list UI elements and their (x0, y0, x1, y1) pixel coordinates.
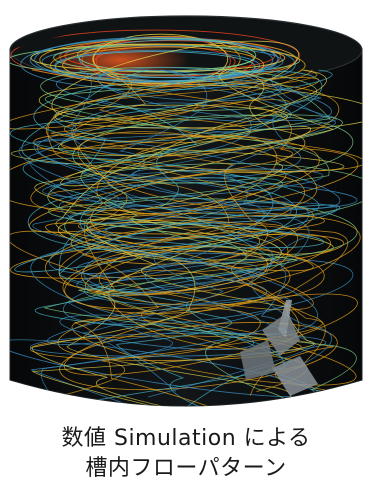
streamline (28, 69, 310, 406)
streamline (59, 314, 255, 350)
streamline (34, 36, 279, 83)
streamline (30, 43, 286, 73)
streamline (96, 134, 278, 215)
streamline (71, 318, 357, 386)
streamline (59, 69, 224, 392)
streamline (60, 125, 312, 187)
streamline (14, 204, 341, 273)
streamline (62, 46, 265, 84)
tank-streamline-illustration (9, 15, 363, 407)
streamline (98, 223, 299, 295)
streamline (105, 223, 325, 249)
streamline (59, 322, 338, 390)
streamline (97, 67, 283, 102)
streamline (57, 114, 343, 156)
streamline (50, 69, 334, 392)
streamline (31, 69, 327, 406)
streamline (57, 218, 283, 264)
streamline (38, 83, 362, 131)
streamline (50, 43, 306, 87)
streamline (40, 69, 336, 406)
streamline (72, 114, 354, 184)
streamline (70, 102, 252, 157)
streamline (77, 131, 318, 210)
streamline (43, 69, 357, 406)
caption-line-2: 槽内フローパターン (85, 456, 287, 481)
streamline (31, 69, 315, 406)
streamlines (10, 29, 362, 406)
caption-line-1: 数値 Simulation による (61, 426, 311, 451)
streamline (30, 248, 319, 335)
streamline (33, 138, 341, 210)
streamline (45, 82, 340, 157)
streamline (63, 259, 354, 325)
streamline (30, 332, 327, 357)
streamline (97, 69, 333, 121)
streamline (78, 69, 331, 406)
streamline (70, 219, 260, 265)
streamline (83, 277, 268, 306)
streamline (10, 135, 320, 212)
streamline (144, 69, 322, 398)
streamline (10, 76, 320, 130)
streamline (18, 69, 337, 404)
streamline (34, 69, 323, 403)
streamline (84, 233, 331, 296)
impeller-icon (240, 300, 318, 396)
streamline (51, 40, 299, 120)
streamline (77, 37, 257, 73)
streamline (62, 250, 291, 314)
figure-caption: 数値 Simulation による 槽内フローパターン (0, 424, 372, 484)
streamline (10, 69, 333, 406)
